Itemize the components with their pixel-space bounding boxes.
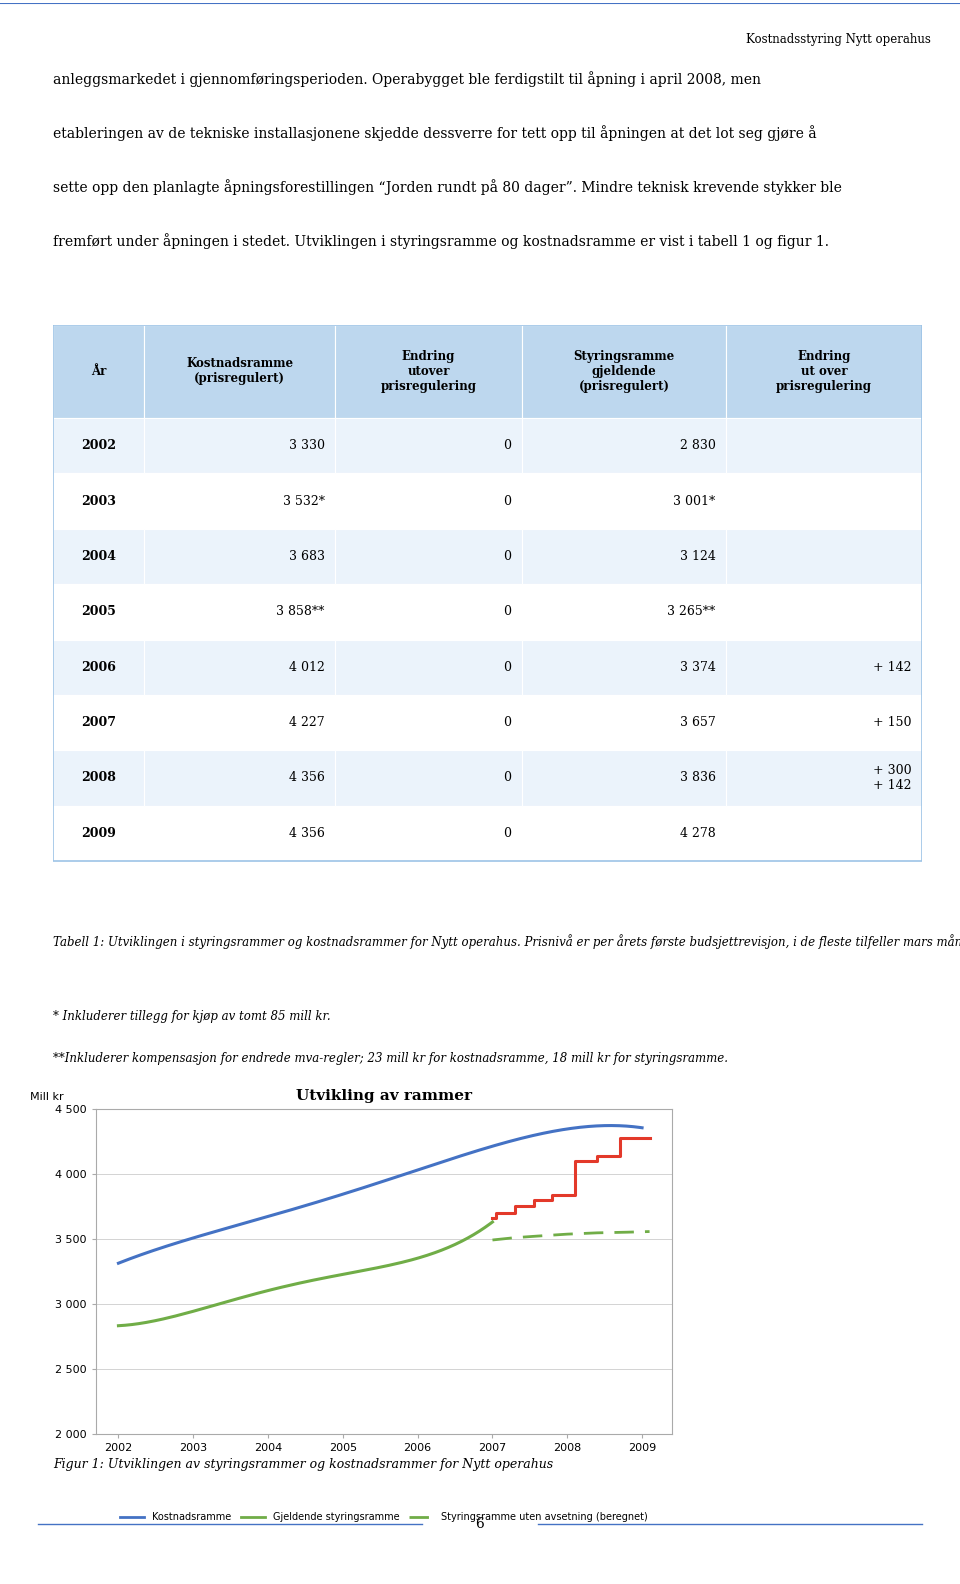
Bar (144, 695, 335, 751)
Title: Utvikling av rammer: Utvikling av rammer (296, 1090, 472, 1104)
Text: 0: 0 (504, 605, 512, 618)
Text: Figur 1: Utviklingen av styringsrammer og kostnadsrammer for Nytt operahus: Figur 1: Utviklingen av styringsrammer o… (53, 1457, 553, 1472)
Bar (522, 806, 726, 862)
Text: 2 830: 2 830 (680, 439, 716, 451)
Text: 2008: 2008 (81, 771, 116, 784)
Text: 2009: 2009 (81, 827, 116, 840)
Bar (726, 584, 922, 640)
Bar (144, 529, 335, 584)
Legend: Kostnadsramme, Gjeldende styringsramme, Styringsramme uten avsetning (beregnet): Kostnadsramme, Gjeldende styringsramme, … (116, 1508, 652, 1525)
Bar (144, 640, 335, 695)
Bar (335, 751, 522, 806)
Text: Endring
utover
prisregulering: Endring utover prisregulering (380, 350, 476, 393)
Bar (522, 325, 726, 418)
Text: 3 858**: 3 858** (276, 605, 324, 618)
Bar (53, 751, 144, 806)
Bar (53, 584, 144, 640)
Bar (522, 474, 726, 529)
Text: 4 278: 4 278 (680, 827, 716, 840)
Text: 4 227: 4 227 (289, 716, 324, 729)
Bar (726, 474, 922, 529)
Text: 3 657: 3 657 (680, 716, 716, 729)
Bar (53, 325, 144, 418)
Bar (53, 806, 144, 862)
Bar (522, 529, 726, 584)
Bar (522, 751, 726, 806)
Text: 0: 0 (504, 771, 512, 784)
Bar (726, 806, 922, 862)
Text: 3 374: 3 374 (680, 661, 716, 673)
Bar (335, 325, 522, 418)
Text: 0: 0 (504, 494, 512, 507)
Bar (53, 418, 144, 474)
Bar (726, 529, 922, 584)
Text: Endring
ut over
prisregulering: Endring ut over prisregulering (776, 350, 872, 393)
Bar (726, 325, 922, 418)
Bar (335, 529, 522, 584)
Bar (144, 806, 335, 862)
Text: 2002: 2002 (81, 439, 116, 451)
Text: 3 836: 3 836 (680, 771, 716, 784)
Bar (335, 474, 522, 529)
Bar (144, 584, 335, 640)
Bar (53, 640, 144, 695)
Text: 3 683: 3 683 (289, 550, 324, 562)
Text: 2003: 2003 (81, 494, 116, 507)
Text: Kostnadsramme
(prisregulert): Kostnadsramme (prisregulert) (186, 358, 293, 385)
Text: * Inkluderer tillegg for kjøp av tomt 85 mill kr.: * Inkluderer tillegg for kjøp av tomt 85… (53, 1011, 330, 1023)
Bar (335, 695, 522, 751)
Text: Styringsramme
gjeldende
(prisregulert): Styringsramme gjeldende (prisregulert) (573, 350, 675, 393)
Text: etableringen av de tekniske installasjonene skjedde dessverre for tett opp til å: etableringen av de tekniske installasjon… (53, 125, 816, 141)
Bar (144, 474, 335, 529)
Bar (522, 584, 726, 640)
Text: 3 330: 3 330 (289, 439, 324, 451)
Text: **Inkluderer kompensasjon for endrede mva-regler; 23 mill kr for kostnadsramme, : **Inkluderer kompensasjon for endrede mv… (53, 1052, 728, 1064)
Text: fremført under åpningen i stedet. Utviklingen i styringsramme og kostnadsramme e: fremført under åpningen i stedet. Utvikl… (53, 233, 828, 249)
Bar (335, 640, 522, 695)
Text: 4 356: 4 356 (289, 771, 324, 784)
Bar (726, 751, 922, 806)
Text: anleggsmarkedet i gjennomføringsperioden. Operabygget ble ferdigstilt til åpning: anleggsmarkedet i gjennomføringsperioden… (53, 71, 760, 87)
Text: 2005: 2005 (81, 605, 116, 618)
Text: Kostnadsstyring Nytt operahus: Kostnadsstyring Nytt operahus (746, 33, 931, 46)
Text: År: År (91, 364, 107, 379)
Bar (726, 418, 922, 474)
Bar (53, 529, 144, 584)
Bar (522, 418, 726, 474)
Text: 0: 0 (504, 550, 512, 562)
Text: 0: 0 (504, 661, 512, 673)
Text: 4 012: 4 012 (289, 661, 324, 673)
Text: 2004: 2004 (81, 550, 116, 562)
Bar (53, 474, 144, 529)
Text: 3 124: 3 124 (680, 550, 716, 562)
Text: sette opp den planlagte åpningsforestillingen “Jorden rundt på 80 dager”. Mindre: sette opp den planlagte åpningsforestill… (53, 179, 842, 195)
Text: 0: 0 (504, 827, 512, 840)
Bar (335, 418, 522, 474)
Text: 6: 6 (475, 1517, 485, 1530)
Text: + 150: + 150 (873, 716, 911, 729)
Text: 2006: 2006 (81, 661, 116, 673)
Text: 3 265**: 3 265** (667, 605, 716, 618)
Text: 4 356: 4 356 (289, 827, 324, 840)
Bar (144, 418, 335, 474)
Text: 0: 0 (504, 716, 512, 729)
Bar (144, 751, 335, 806)
Text: 2007: 2007 (81, 716, 116, 729)
Bar (726, 640, 922, 695)
Bar (144, 325, 335, 418)
Text: 0: 0 (504, 439, 512, 451)
Bar (522, 695, 726, 751)
Bar (335, 584, 522, 640)
Bar (726, 695, 922, 751)
Bar (335, 806, 522, 862)
Bar (53, 325, 922, 862)
Bar (522, 640, 726, 695)
Text: Tabell 1: Utviklingen i styringsrammer og kostnadsrammer for Nytt operahus. Pris: Tabell 1: Utviklingen i styringsrammer o… (53, 935, 960, 949)
Text: Mill kr: Mill kr (30, 1093, 63, 1102)
Text: + 142: + 142 (873, 661, 911, 673)
Text: 3 532*: 3 532* (283, 494, 324, 507)
Text: 3 001*: 3 001* (674, 494, 716, 507)
Text: + 300
+ 142: + 300 + 142 (873, 763, 911, 792)
Bar (53, 695, 144, 751)
